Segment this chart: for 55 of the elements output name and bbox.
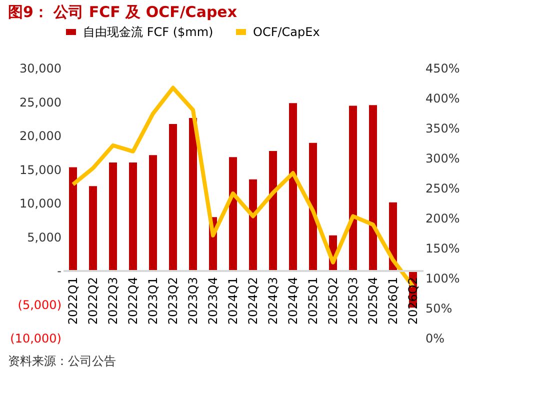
x-tick-label: 2022Q2: [86, 277, 100, 325]
x-tick-label: 2022Q4: [126, 277, 140, 325]
bar: [289, 103, 297, 270]
bar: [149, 155, 157, 270]
y-tick-label: -: [57, 264, 62, 278]
bar: [249, 179, 257, 270]
y-tick-label: 25,000: [20, 95, 62, 110]
x-tick-label: 2022Q1: [66, 277, 80, 325]
bar: [229, 157, 237, 270]
y2-tick-label: 350%: [426, 122, 460, 136]
x-tick-label: 2023Q3: [186, 277, 200, 325]
x-tick-label: 2023Q2: [166, 277, 180, 325]
x-tick-label: 2026Q2: [406, 277, 420, 325]
y2-tick-label: 450%: [426, 62, 460, 76]
y-tick-label: 15,000: [20, 162, 62, 177]
y-tick-label: (10,000): [10, 332, 62, 346]
bar: [349, 106, 357, 270]
x-tick-label: 2022Q3: [106, 277, 120, 325]
x-tick-label: 2024Q2: [246, 277, 260, 325]
y2-tick-label: 250%: [426, 182, 460, 196]
y2-tick-label: 50%: [426, 302, 452, 316]
y2-tick-label: 200%: [426, 212, 460, 226]
x-tick-label: 2025Q3: [346, 277, 360, 325]
x-tick-label: 2025Q1: [306, 277, 320, 325]
bar: [89, 186, 97, 270]
text: 资料来源：公司公告: [8, 354, 116, 368]
y-tick-label: 5,000: [27, 230, 62, 244]
bar: [69, 167, 77, 270]
legend-label: 自由现金流 FCF ($mm): [83, 25, 214, 39]
x-tick-label: 2024Q3: [266, 277, 280, 325]
y2-tick-label: 100%: [426, 272, 460, 286]
y2-tick-label: 400%: [426, 92, 460, 106]
chart-title: 图9： 公司 FCF 及 OCF/Capex: [8, 3, 238, 21]
bar: [369, 105, 377, 270]
bar: [169, 124, 177, 270]
y-tick-label: 10,000: [20, 196, 62, 210]
y2-tick-label: 0%: [426, 332, 445, 346]
x-tick-label: 2024Q4: [286, 277, 300, 325]
x-tick-label: 2023Q1: [146, 277, 160, 325]
bar: [109, 162, 117, 270]
x-tick-label: 2024Q1: [226, 277, 240, 325]
bar: [269, 151, 277, 270]
x-tick-label: 2026Q1: [386, 277, 400, 325]
y2-tick-label: 150%: [426, 242, 460, 256]
x-tick-label: 2025Q4: [366, 277, 380, 325]
bar: [309, 142, 317, 270]
y-tick-label: 20,000: [20, 129, 62, 143]
y-tick-label: 30,000: [20, 62, 62, 76]
y2-tick-label: 300%: [426, 152, 460, 166]
x-tick-label: 2023Q4: [206, 277, 220, 325]
legend-label: OCF/CapEx: [253, 25, 320, 39]
x-tick-label: 2025Q2: [326, 277, 340, 325]
y-tick-label: (5,000): [18, 298, 62, 312]
bar: [189, 118, 197, 270]
bar: [129, 162, 137, 270]
